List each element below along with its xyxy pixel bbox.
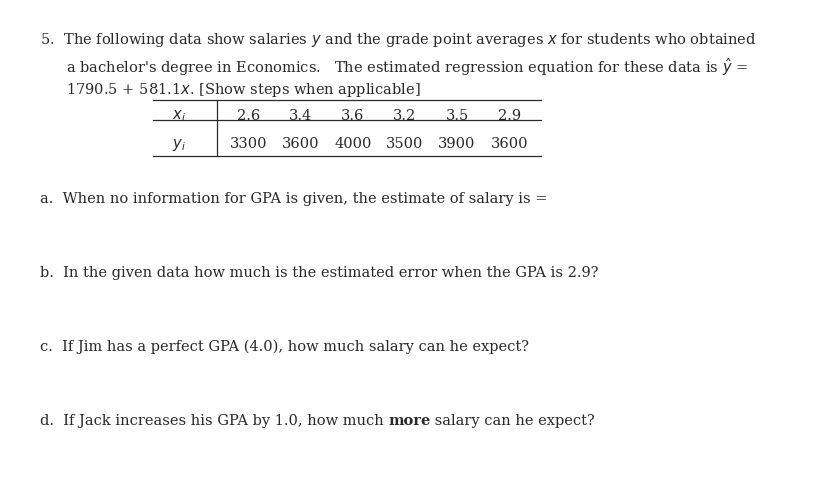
Text: 3600: 3600: [281, 137, 319, 150]
Text: 4000: 4000: [333, 137, 371, 150]
Text: a bachelor's degree in Economics.   The estimated regression equation for these : a bachelor's degree in Economics. The es…: [66, 56, 748, 78]
Text: 3.2: 3.2: [393, 109, 416, 123]
Text: 2.9: 2.9: [497, 109, 520, 123]
Text: c.  If Jim has a perfect GPA (4.0), how much salary can he expect?: c. If Jim has a perfect GPA (4.0), how m…: [40, 340, 528, 354]
Text: 3.5: 3.5: [445, 109, 468, 123]
Text: 3300: 3300: [229, 137, 267, 150]
Text: 3500: 3500: [385, 137, 423, 150]
Text: salary can he expect?: salary can he expect?: [430, 414, 595, 428]
Text: a.  When no information for GPA is given, the estimate of salary is =: a. When no information for GPA is given,…: [40, 192, 547, 205]
Text: 2.6: 2.6: [237, 109, 260, 123]
Text: more: more: [388, 414, 430, 428]
Text: 3.4: 3.4: [289, 109, 312, 123]
Text: 1790.5 + 581.1$x$. [Show steps when applicable]: 1790.5 + 581.1$x$. [Show steps when appl…: [66, 81, 420, 99]
Text: d.  If Jack increases his GPA by 1.0, how much: d. If Jack increases his GPA by 1.0, how…: [40, 414, 388, 428]
Text: $y_i$: $y_i$: [172, 137, 186, 152]
Text: b.  In the given data how much is the estimated error when the GPA is 2.9?: b. In the given data how much is the est…: [40, 266, 598, 280]
Text: 3.6: 3.6: [341, 109, 364, 123]
Text: $x_i$: $x_i$: [172, 109, 186, 125]
Text: 5.  The following data show salaries $y$ and the grade point averages $x$ for st: 5. The following data show salaries $y$ …: [40, 31, 755, 49]
Text: 3900: 3900: [437, 137, 476, 150]
Text: 3600: 3600: [490, 137, 528, 150]
